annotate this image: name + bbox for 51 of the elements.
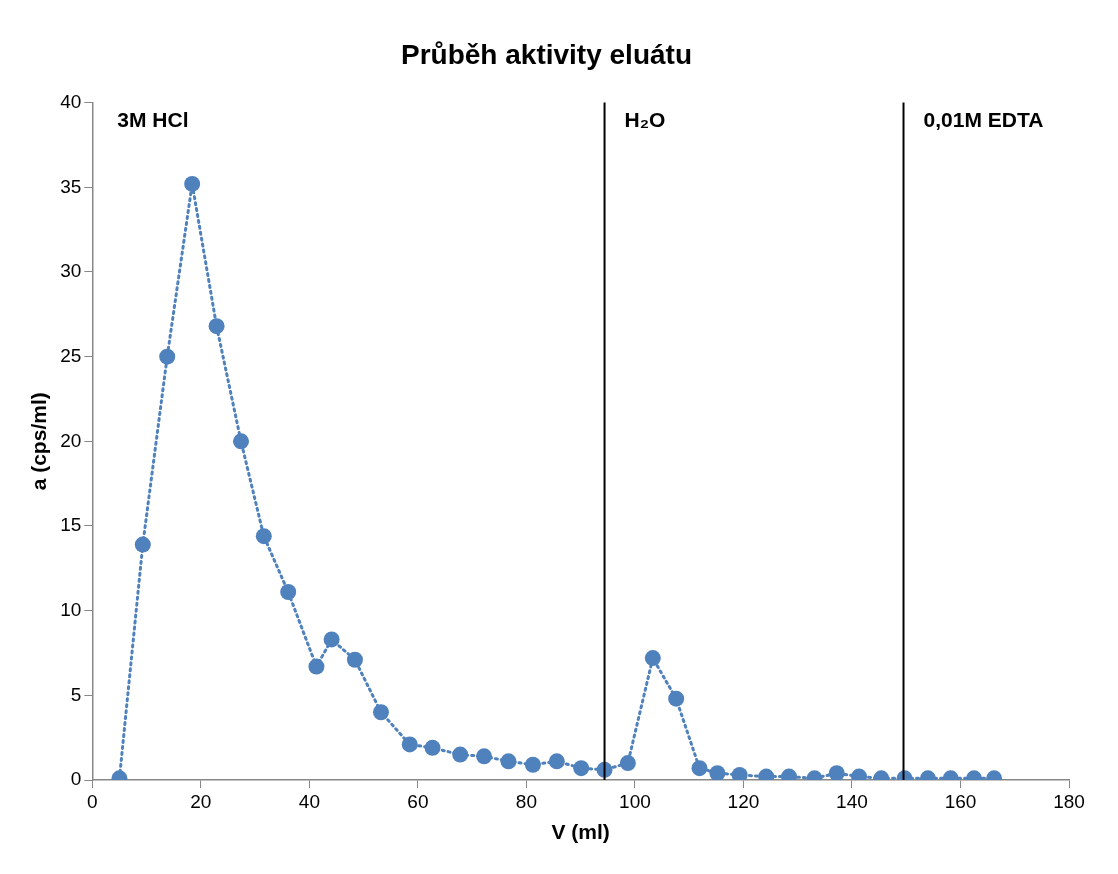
annotation: 3M HCl <box>117 107 189 131</box>
point <box>255 528 272 545</box>
ref-line-label: H₂O <box>624 107 666 131</box>
x-tick-label: 120 <box>727 790 760 812</box>
x-tick-label: 180 <box>1053 790 1085 812</box>
x-tick-label: 100 <box>619 790 651 812</box>
y-tick-label: 30 <box>60 260 82 282</box>
point <box>476 748 493 765</box>
x-tick-label: 20 <box>190 790 212 812</box>
point <box>731 766 748 780</box>
x-tick-label: 160 <box>944 790 977 812</box>
point <box>828 765 845 780</box>
point <box>233 433 249 450</box>
chart-title: Průběh aktivity eluátu <box>401 38 692 70</box>
point <box>184 175 201 192</box>
x-tick-label: 80 <box>515 790 537 812</box>
y-tick-label: 5 <box>70 683 82 705</box>
point <box>691 760 708 777</box>
ref-line-label: 0,01M EDTA <box>923 107 1044 131</box>
y-tick-label: 0 <box>70 768 82 790</box>
point <box>323 631 340 648</box>
point <box>424 739 441 756</box>
y-tick-label: 15 <box>60 514 82 536</box>
y-axis-title: a (cps/ml) <box>27 392 51 491</box>
y-tick-label: 40 <box>60 90 82 112</box>
point <box>619 755 636 772</box>
point <box>452 746 469 763</box>
point <box>524 756 541 773</box>
point <box>372 704 389 721</box>
point <box>709 765 726 780</box>
point <box>644 650 661 667</box>
point <box>500 753 517 770</box>
y-tick-label: 25 <box>60 344 82 366</box>
x-tick-label: 140 <box>836 790 868 812</box>
point <box>668 690 685 707</box>
y-tick-label: 35 <box>60 175 82 197</box>
x-tick-label: 60 <box>407 790 429 812</box>
point <box>346 651 363 668</box>
y-tick-label: 20 <box>60 429 82 451</box>
point <box>401 736 418 753</box>
point <box>280 584 297 601</box>
x-axis-title: V (ml) <box>551 820 610 844</box>
y-tick-label: 10 <box>60 598 82 620</box>
point <box>548 753 565 770</box>
point <box>159 348 176 365</box>
x-tick-label: 40 <box>298 790 320 812</box>
point <box>134 536 151 553</box>
x-tick-label: 0 <box>87 790 98 812</box>
point <box>308 658 325 675</box>
point <box>573 760 590 777</box>
point <box>208 318 225 335</box>
